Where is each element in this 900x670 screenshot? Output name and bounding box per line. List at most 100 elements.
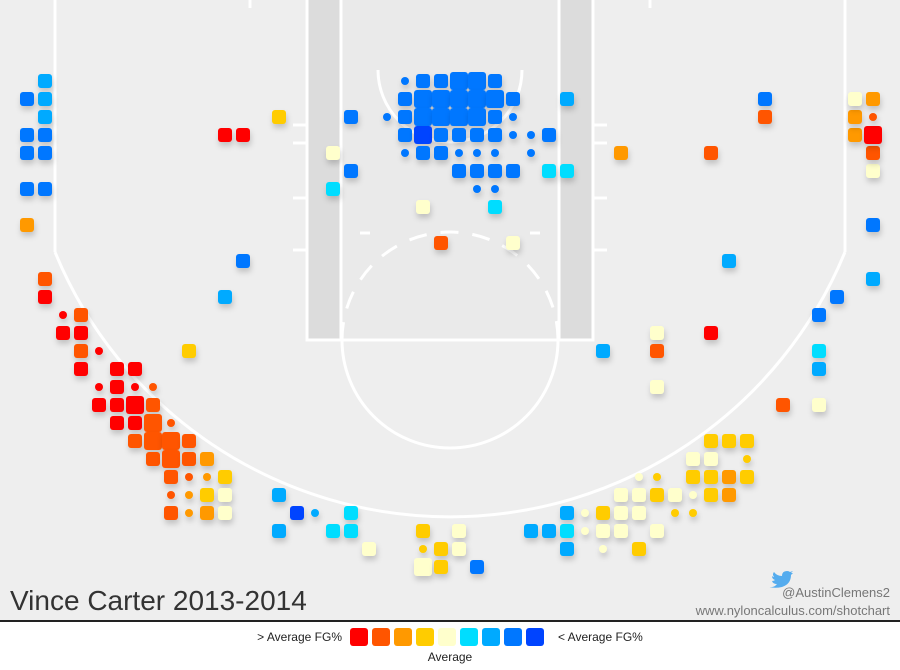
shot-square <box>20 146 34 160</box>
shot-square <box>596 524 610 538</box>
shot-square <box>416 200 430 214</box>
legend-swatch <box>526 628 544 646</box>
shot-square <box>200 452 214 466</box>
free-throw-circle-dashed <box>340 230 560 341</box>
shot-square <box>144 414 162 432</box>
shot-square <box>866 92 880 106</box>
shot-square <box>110 416 124 430</box>
shot-square <box>326 524 340 538</box>
shot-square <box>414 126 432 144</box>
shot-square <box>74 344 88 358</box>
legend-swatch <box>482 628 500 646</box>
shot-dot <box>185 473 193 481</box>
shot-square <box>272 488 286 502</box>
shot-square <box>686 470 700 484</box>
shot-square <box>290 506 304 520</box>
shot-square <box>398 128 412 142</box>
shot-square <box>344 110 358 124</box>
shot-square <box>344 164 358 178</box>
shot-square <box>776 398 790 412</box>
shot-square <box>650 488 664 502</box>
shot-square <box>614 146 628 160</box>
legend-swatch <box>438 628 456 646</box>
shot-square <box>236 254 250 268</box>
shot-square <box>344 506 358 520</box>
shot-square <box>864 126 882 144</box>
shot-square <box>470 560 484 574</box>
shot-dot <box>869 113 877 121</box>
shot-square <box>560 506 574 520</box>
shot-square <box>722 254 736 268</box>
shot-dot <box>581 527 589 535</box>
shot-square <box>414 558 432 576</box>
shot-dot <box>419 545 427 553</box>
shot-square <box>704 434 718 448</box>
shot-square <box>344 524 358 538</box>
shot-square <box>74 326 88 340</box>
shot-square <box>164 506 178 520</box>
shot-square <box>272 524 286 538</box>
shot-square <box>218 470 232 484</box>
shot-dot <box>527 149 535 157</box>
shot-square <box>110 380 124 394</box>
shot-square <box>596 344 610 358</box>
shot-square <box>416 146 430 160</box>
shot-square <box>524 524 538 538</box>
shot-square <box>128 434 142 448</box>
legend-swatch <box>372 628 390 646</box>
shot-dot <box>581 509 589 517</box>
shot-square <box>632 506 646 520</box>
shot-square <box>560 92 574 106</box>
shot-square <box>164 470 178 484</box>
legend <box>350 628 544 646</box>
source: www.nyloncalculus.com/shotchart <box>695 603 891 618</box>
shot-square <box>452 164 466 178</box>
shot-square <box>272 110 286 124</box>
shot-square <box>740 470 754 484</box>
shot-dot <box>185 491 193 499</box>
shot-square <box>38 128 52 142</box>
shot-square <box>38 110 52 124</box>
shot-square <box>470 164 484 178</box>
shot-square <box>686 452 700 466</box>
shot-square <box>326 182 340 196</box>
shot-square <box>128 362 142 376</box>
shot-square <box>20 218 34 232</box>
shot-square <box>452 524 466 538</box>
legend-swatch <box>460 628 478 646</box>
shot-square <box>722 470 736 484</box>
shot-square <box>704 470 718 484</box>
shot-square <box>416 74 430 88</box>
shot-square <box>614 524 628 538</box>
shot-square <box>450 72 468 90</box>
shot-square <box>162 432 180 450</box>
shot-dot <box>455 149 463 157</box>
lane-inner <box>339 0 561 342</box>
shot-square <box>704 488 718 502</box>
shot-dot <box>491 149 499 157</box>
shot-dot <box>401 149 409 157</box>
shot-dot <box>635 473 643 481</box>
shot-dot <box>743 455 751 463</box>
shot-square <box>848 110 862 124</box>
free-throw-circle <box>340 339 560 450</box>
shot-square <box>704 146 718 160</box>
lane-hashes <box>293 123 607 252</box>
shot-square <box>614 506 628 520</box>
shot-square <box>650 524 664 538</box>
shot-square <box>434 542 448 556</box>
shot-square <box>182 344 196 358</box>
shot-square <box>722 488 736 502</box>
shot-dot <box>401 77 409 85</box>
shot-square <box>126 396 144 414</box>
shot-dot <box>95 347 103 355</box>
shot-square <box>56 326 70 340</box>
legend-right-label: < Average FG% <box>558 630 643 644</box>
shot-square <box>38 74 52 88</box>
shot-square <box>362 542 376 556</box>
shot-square <box>434 128 448 142</box>
shot-dot <box>491 185 499 193</box>
chart-title: Vince Carter 2013-2014 <box>10 585 307 616</box>
shot-square <box>506 164 520 178</box>
